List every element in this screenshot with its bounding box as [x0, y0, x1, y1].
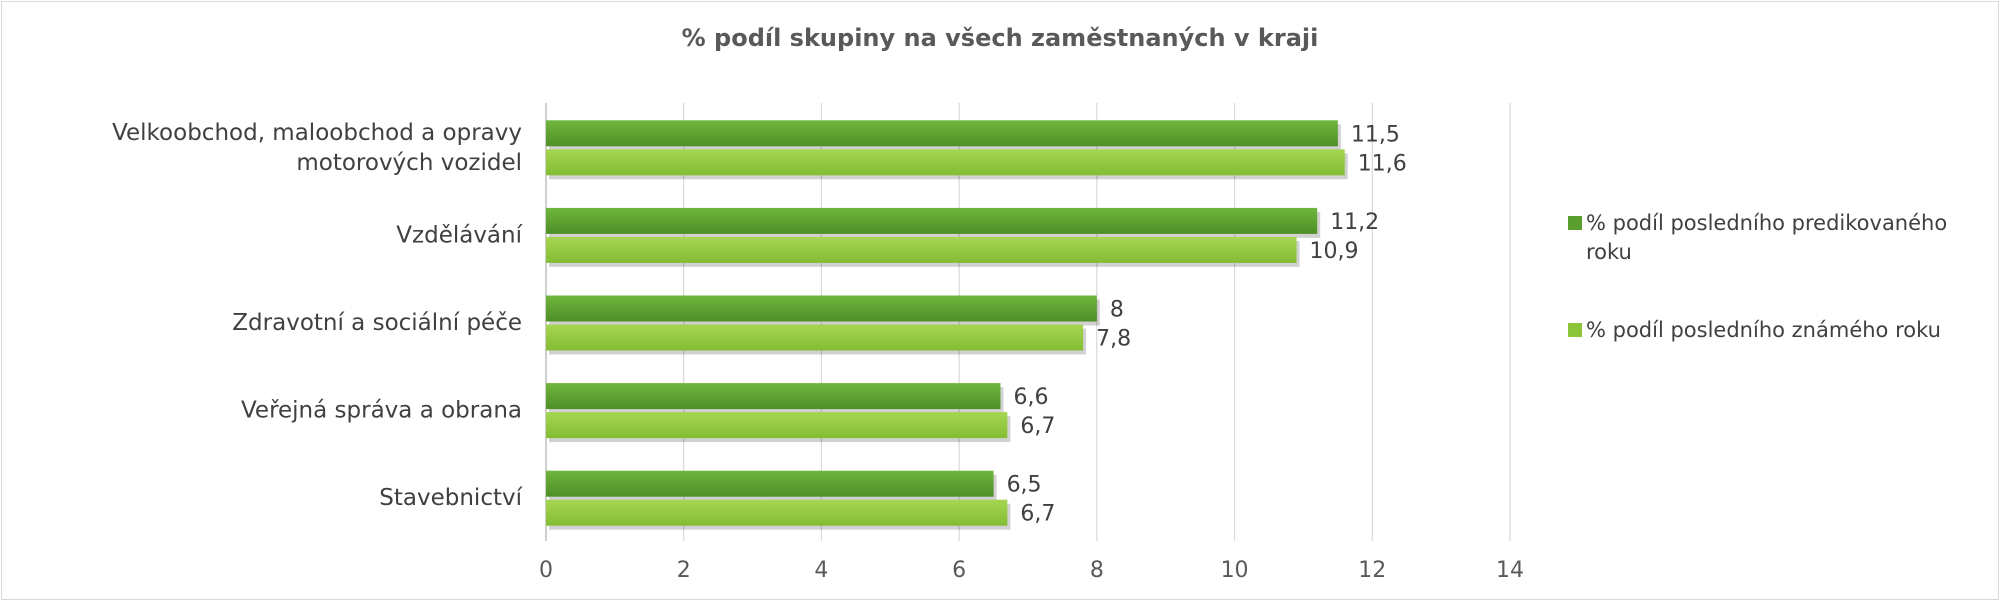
x-tick-label: 4 [814, 558, 828, 583]
x-tick-label: 0 [539, 558, 553, 583]
x-tick-label: 10 [1221, 558, 1249, 583]
data-label: 11,2 [1330, 210, 1379, 235]
x-tick-label: 14 [1496, 558, 1524, 583]
bar-predicted [546, 470, 994, 497]
bar-known [546, 324, 1084, 351]
data-label: 11,6 [1358, 151, 1407, 176]
category-label: Vzdělávání [396, 222, 522, 248]
x-tick-label: 8 [1090, 558, 1104, 583]
data-label: 10,9 [1310, 239, 1359, 264]
data-label: 7,8 [1096, 327, 1131, 352]
category-label: Velkoobchod, maloobchod a opravy [112, 120, 522, 146]
category-labels: Velkoobchod, maloobchod a opravy motorový… [112, 120, 523, 511]
data-label: 6,6 [1013, 385, 1048, 410]
category-label: Zdravotní a sociální péče [232, 310, 522, 336]
legend-swatch [1568, 216, 1582, 230]
chart-title: % podíl skupiny na všech zaměstnaných v … [682, 24, 1319, 52]
x-tick-label: 2 [677, 558, 691, 583]
legend-swatch [1568, 323, 1582, 337]
legend: % podíl posledního predikovaného roku % po… [1568, 211, 1947, 342]
data-label: 6,5 [1007, 473, 1042, 498]
data-label: 11,5 [1351, 122, 1400, 147]
category-label: Stavebnictví [379, 485, 522, 511]
bar-predicted [546, 383, 1001, 410]
data-label: 6,7 [1020, 414, 1055, 439]
bars [546, 120, 1348, 530]
legend-label: % podíl posledního známého roku [1586, 318, 1941, 342]
x-axis-ticks: 0 2 4 6 8 10 12 14 [539, 558, 1524, 583]
data-label: 8 [1110, 298, 1124, 323]
data-label: 6,7 [1020, 502, 1055, 527]
bar-known [546, 412, 1008, 439]
bar-known [546, 236, 1297, 263]
bar-known [546, 499, 1008, 526]
gridlines [545, 103, 1511, 541]
bar-predicted [546, 120, 1338, 147]
category-label: Veřejná správa a obrana [241, 398, 522, 424]
bar-predicted [546, 295, 1097, 322]
x-tick-label: 6 [952, 558, 966, 583]
legend-label: roku [1586, 240, 1632, 264]
data-labels: 11,5 11,6 11,2 10,9 8 7,8 6,6 6,7 6,5 6,7 [1007, 122, 1407, 526]
category-label: motorových vozidel [296, 150, 522, 176]
bar-predicted [546, 207, 1318, 234]
legend-label: % podíl posledního predikovaného [1586, 211, 1947, 235]
x-tick-label: 12 [1358, 558, 1386, 583]
bar-known [546, 149, 1345, 176]
